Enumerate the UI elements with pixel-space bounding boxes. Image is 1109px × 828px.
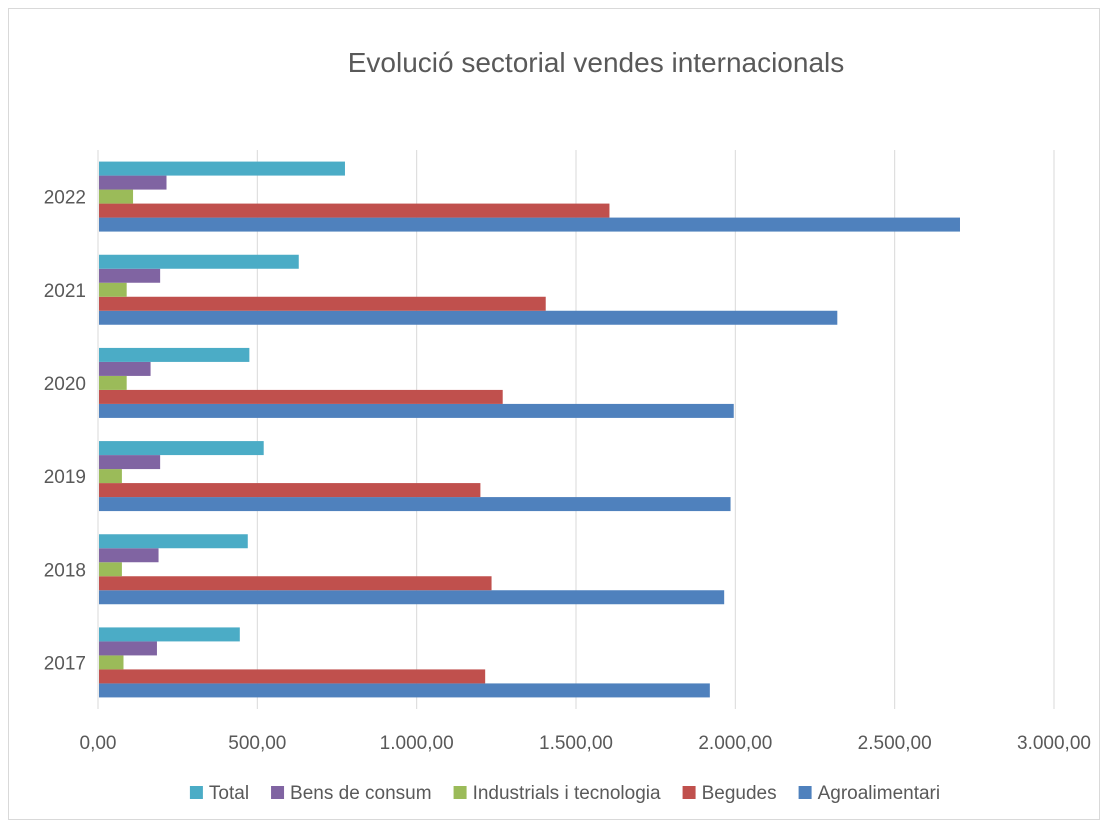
axes: 2017 2018 2019 2020 2021 2022 0,00 500,00 1.000,… xyxy=(44,150,1091,754)
y-tick-label-2018: 2018 xyxy=(44,560,86,581)
legend-swatch-agroalimentari xyxy=(798,786,812,799)
bar-bens-de-consum-2017 xyxy=(99,641,157,656)
bar-total-2018 xyxy=(99,534,248,549)
x-tick-label-2: 1.000,00 xyxy=(380,733,454,754)
bar-industrials-i-tecnologia-2018 xyxy=(99,562,122,577)
legend-label-bens-de-consum: Bens de consum xyxy=(290,783,432,804)
y-tick-label-2020: 2020 xyxy=(44,374,86,395)
legend-label-begudes: Begudes xyxy=(702,783,777,804)
x-tick-label-1: 500,00 xyxy=(228,733,286,754)
bar-agroalimentari-2017 xyxy=(99,683,710,698)
bar-industrials-i-tecnologia-2019 xyxy=(99,469,122,484)
bar-begudes-2018 xyxy=(99,576,492,591)
legend-swatch-begudes xyxy=(682,786,696,799)
legend-label-industrials-i-tecnologia: Industrials i tecnologia xyxy=(473,783,661,804)
y-tick-label-2019: 2019 xyxy=(44,467,86,488)
bar-bens-de-consum-2018 xyxy=(99,548,159,563)
bar-begudes-2020 xyxy=(99,389,503,404)
bar-agroalimentari-2019 xyxy=(99,497,731,512)
bar-agroalimentari-2022 xyxy=(99,217,960,232)
bar-total-2022 xyxy=(99,161,345,176)
legend-label-total: Total xyxy=(209,783,249,804)
legend-label-agroalimentari: Agroalimentari xyxy=(818,783,941,804)
bar-total-2021 xyxy=(99,254,299,269)
bar-begudes-2019 xyxy=(99,483,481,498)
bar-industrials-i-tecnologia-2022 xyxy=(99,189,134,204)
bar-industrials-i-tecnologia-2020 xyxy=(99,375,127,390)
x-tick-label-6: 3.000,00 xyxy=(1017,733,1091,754)
bar-bens-de-consum-2022 xyxy=(99,175,167,190)
bar-bens-de-consum-2019 xyxy=(99,455,161,470)
legend-swatch-total xyxy=(189,786,203,799)
y-tick-label-2021: 2021 xyxy=(44,281,86,302)
bar-total-2017 xyxy=(99,627,240,642)
x-tick-label-3: 1.500,00 xyxy=(539,733,613,754)
bar-bens-de-consum-2020 xyxy=(99,361,151,376)
bar-begudes-2017 xyxy=(99,669,486,684)
bar-total-2019 xyxy=(99,441,264,456)
bar-industrials-i-tecnologia-2017 xyxy=(99,655,124,670)
grid-lines xyxy=(97,150,1055,709)
bar-agroalimentari-2020 xyxy=(99,403,734,418)
bar-chart: Evolució sectorial vendes internacionals… xyxy=(44,47,1091,804)
chart-title: Evolució sectorial vendes internacionals xyxy=(348,47,845,78)
bar-industrials-i-tecnologia-2021 xyxy=(99,282,127,297)
legend-swatch-bens-de-consum xyxy=(271,786,285,799)
bars xyxy=(99,161,960,698)
y-tick-label-2017: 2017 xyxy=(44,653,86,674)
y-tick-label-2022: 2022 xyxy=(44,188,86,209)
bar-bens-de-consum-2021 xyxy=(99,268,161,283)
bar-total-2020 xyxy=(99,347,250,362)
legend-swatch-industrials-i-tecnologia xyxy=(453,786,467,799)
chart-frame: Evolució sectorial vendes internacionals… xyxy=(8,8,1100,820)
bar-begudes-2022 xyxy=(99,203,610,218)
x-tick-label-5: 2.500,00 xyxy=(858,733,932,754)
x-tick-label-0: 0,00 xyxy=(80,733,117,754)
bar-agroalimentari-2021 xyxy=(99,310,838,325)
bar-begudes-2021 xyxy=(99,296,546,311)
x-tick-label-4: 2.000,00 xyxy=(698,733,772,754)
legend: Total Bens de consum Industrials i tecnolo… xyxy=(189,783,941,804)
bar-agroalimentari-2018 xyxy=(99,590,725,605)
